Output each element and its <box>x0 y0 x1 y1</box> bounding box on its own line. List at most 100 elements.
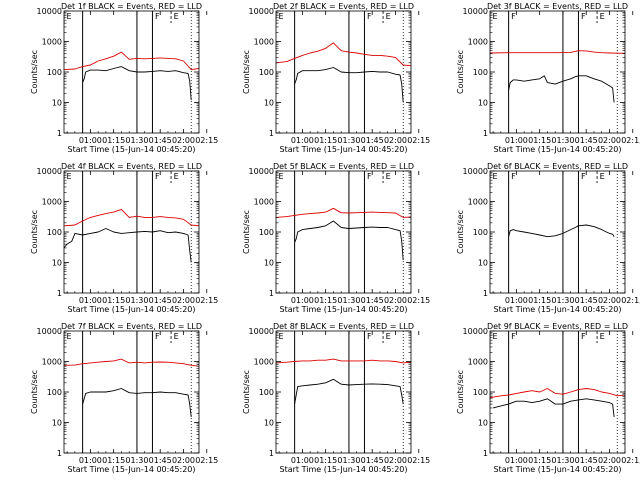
marker-label-e: E <box>67 172 72 181</box>
y-tick-label: 10 <box>264 259 274 268</box>
lld-series-line <box>276 42 411 67</box>
y-axis-label: Counts/sec <box>456 370 465 414</box>
x-tick-label: 01:00 <box>79 456 102 465</box>
panel-title: Det 4f BLACK = Events, RED = LLD <box>61 162 202 171</box>
x-tick-label: 02:15 <box>407 456 430 465</box>
y-tick-label: 100 <box>47 68 62 77</box>
plot-frame <box>275 170 412 294</box>
lld-series-line <box>64 208 199 227</box>
marker-label-f: F <box>511 332 516 341</box>
plot-frame <box>489 10 626 134</box>
y-tick-label: 100 <box>47 228 62 237</box>
y-tick-label: 10 <box>52 259 62 268</box>
panel-title: Det 7f BLACK = Events, RED = LLD <box>61 322 202 331</box>
x-tick-label: 01:30 <box>125 456 148 465</box>
marker-label-e: E <box>386 172 391 181</box>
y-axis-label: Counts/sec <box>242 50 251 94</box>
y-tick-label: 1 <box>57 449 62 458</box>
y-axis-label: Counts/sec <box>30 210 39 254</box>
y-tick-label: 10000 <box>249 7 274 16</box>
y-tick-label: 1 <box>483 289 488 298</box>
y-tick-label: 10 <box>264 419 274 428</box>
x-tick-label: 01:30 <box>551 296 574 305</box>
y-tick-label: 10 <box>52 99 62 108</box>
y-tick-label: 1 <box>269 289 274 298</box>
x-tick-label: 01:00 <box>291 136 314 145</box>
panel-title: Det 6f BLACK = Events, RED = LLD <box>487 162 628 171</box>
x-tick-label: 01:00 <box>505 136 528 145</box>
marker-label-e: E <box>493 332 498 341</box>
events-series-line <box>508 75 615 103</box>
x-tick-label: 01:15 <box>102 456 125 465</box>
y-tick-label: 10000 <box>37 327 62 336</box>
lld-series-line <box>64 358 199 367</box>
y-tick-label: 1000 <box>42 198 62 207</box>
x-tick-label: 02:15 <box>407 296 430 305</box>
x-tick-label: 02:15 <box>195 296 218 305</box>
y-tick-label: 10 <box>264 99 274 108</box>
x-tick-label: 01:30 <box>551 136 574 145</box>
marker-label-e: E <box>386 12 391 21</box>
x-axis-label: Start Time (15-Jun-14 00:45:20) <box>280 305 408 314</box>
x-axis-label: Start Time (15-Jun-14 00:45:20) <box>494 465 622 474</box>
x-tick-label: 01:45 <box>575 296 598 305</box>
y-tick-label: 1 <box>269 449 274 458</box>
x-tick-label: 02:00 <box>172 456 195 465</box>
y-tick-label: 1 <box>57 129 62 138</box>
events-series-line <box>294 378 404 405</box>
marker-label-e: E <box>67 12 72 21</box>
y-tick-label: 10000 <box>37 7 62 16</box>
marker-label-f: F <box>155 172 160 181</box>
marker-label-f: F <box>511 172 516 181</box>
y-tick-label: 10 <box>52 419 62 428</box>
x-tick-label: 01:15 <box>314 456 337 465</box>
plot-frame <box>63 10 200 134</box>
x-axis-label: Start Time (15-Jun-14 00:45:20) <box>68 305 196 314</box>
x-tick-label: 01:15 <box>528 296 551 305</box>
x-tick-label: 01:30 <box>125 296 148 305</box>
x-tick-label: 01:45 <box>149 136 172 145</box>
y-tick-label: 100 <box>259 68 274 77</box>
y-tick-label: 1000 <box>42 38 62 47</box>
x-tick-label: 01:00 <box>79 296 102 305</box>
y-tick-label: 100 <box>47 388 62 397</box>
x-tick-label: 02:00 <box>384 136 407 145</box>
x-tick-label: 02:00 <box>384 456 407 465</box>
x-tick-label: 01:00 <box>291 456 314 465</box>
marker-label-e: E <box>600 12 605 21</box>
lld-series-line <box>490 388 625 399</box>
x-tick-label: 02:15 <box>407 136 430 145</box>
y-tick-label: 10000 <box>463 167 488 176</box>
panel-title: Det 8f BLACK = Events, RED = LLD <box>273 322 414 331</box>
lld-series-line <box>490 50 625 54</box>
lld-series-line <box>64 51 199 71</box>
x-tick-label: 01:45 <box>149 456 172 465</box>
marker-label-f: F <box>367 12 372 21</box>
marker-label-e: E <box>493 12 498 21</box>
lld-series-line <box>276 207 411 218</box>
x-axis-label: Start Time (15-Jun-14 00:45:20) <box>280 465 408 474</box>
marker-label-e: E <box>279 332 284 341</box>
x-tick-label: 01:00 <box>79 136 102 145</box>
x-tick-label: 02:15 <box>195 456 218 465</box>
x-axis-label: Start Time (15-Jun-14 00:45:20) <box>68 465 196 474</box>
x-tick-label: 02:00 <box>598 136 621 145</box>
x-axis-label: Start Time (15-Jun-14 00:45:20) <box>494 305 622 314</box>
x-tick-label: 01:45 <box>361 296 384 305</box>
x-tick-label: 02:00 <box>172 296 195 305</box>
marker-label-f: F <box>367 172 372 181</box>
y-tick-label: 100 <box>259 388 274 397</box>
x-tick-label: 01:15 <box>102 296 125 305</box>
x-tick-label: 01:45 <box>361 136 384 145</box>
plot-frame <box>489 330 626 454</box>
lld-series-line <box>276 358 411 364</box>
y-tick-label: 10000 <box>463 327 488 336</box>
marker-label-f: F <box>155 12 160 21</box>
y-axis-label: Counts/sec <box>30 50 39 94</box>
